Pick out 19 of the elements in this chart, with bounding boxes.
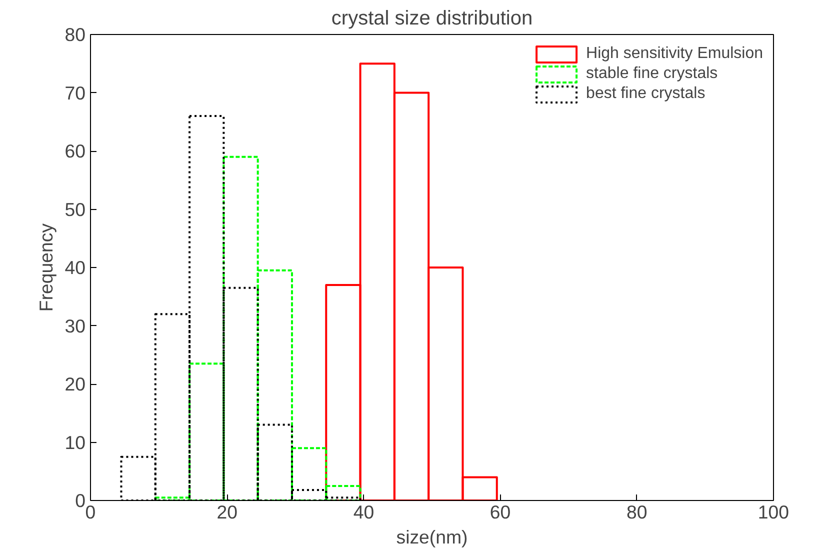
y-tick-label: 60 bbox=[64, 140, 86, 162]
x-tick-label: 100 bbox=[758, 502, 790, 522]
y-tick-label: 20 bbox=[64, 374, 86, 394]
y-tick-label: 10 bbox=[64, 432, 86, 453]
x-tick-label: 60 bbox=[490, 502, 511, 522]
x-tick-label: 20 bbox=[216, 502, 238, 522]
y-tick-label: 50 bbox=[64, 198, 86, 220]
legend-label: best fine crystals bbox=[586, 85, 706, 103]
legend-label: High sensitivity Emulsion bbox=[586, 45, 763, 63]
x-tick-label: 40 bbox=[353, 502, 374, 522]
y-tick-label: 80 bbox=[64, 24, 86, 45]
x-tick-label: 80 bbox=[626, 502, 648, 522]
y-tick-label: 40 bbox=[64, 257, 86, 278]
y-tick-label: 30 bbox=[64, 315, 86, 336]
chart-title: crystal size distribution bbox=[331, 8, 533, 30]
y-tick-label: 70 bbox=[64, 82, 86, 104]
y-axis-title: Frequency bbox=[36, 222, 57, 312]
legend-label: stable fine crystals bbox=[586, 65, 718, 83]
x-axis-title: size(nm) bbox=[396, 526, 468, 548]
